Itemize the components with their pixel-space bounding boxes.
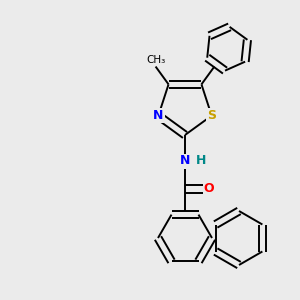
Text: N: N xyxy=(180,154,190,167)
Text: O: O xyxy=(204,182,214,196)
Text: CH₃: CH₃ xyxy=(146,55,165,64)
Text: H: H xyxy=(196,154,206,167)
Text: S: S xyxy=(207,109,216,122)
Text: N: N xyxy=(153,109,164,122)
